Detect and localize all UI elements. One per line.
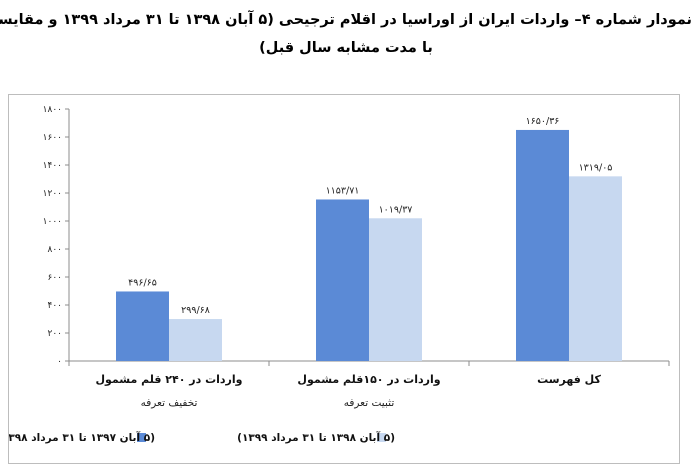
y-tick-label: ۱۶۰۰ <box>43 133 62 143</box>
category-label: کل فهرست <box>537 373 601 386</box>
y-tick-label: ۴۰۰ <box>47 301 62 311</box>
y-tick-label: ۸۰۰ <box>47 245 62 255</box>
chart-title: نمودار شماره ۴– واردات ایران از اوراسیا … <box>0 6 692 62</box>
bar <box>169 319 222 361</box>
category-sublabel: تثبیت تعرفه <box>344 397 395 409</box>
data-label: ۱۱۵۳/۷۱ <box>326 185 360 196</box>
y-tick-label: ۱۲۰۰ <box>43 189 62 199</box>
bar <box>369 218 422 361</box>
bar <box>516 129 569 361</box>
y-tick-label: ۱۸۰۰ <box>43 105 62 115</box>
category-label: واردات در ۱۵۰قلم مشمول <box>297 373 440 386</box>
data-label: ۱۶۵۰/۳۶ <box>526 116 560 127</box>
title-line-2: با مدت مشابه سال قبل) <box>259 40 433 56</box>
title-line-1: نمودار شماره ۴– واردات ایران از اوراسیا … <box>0 12 692 28</box>
bar <box>116 291 169 361</box>
category-sublabel: تخفیف تعرفه <box>141 397 198 409</box>
data-label: ۱۰۱۹/۳۷ <box>379 204 413 215</box>
legend-label: (۵ آبان ۱۳۹۷ تا ۳۱ مرداد ۱۳۹۸) <box>9 431 155 444</box>
y-tick-label: ۱۴۰۰ <box>43 161 62 171</box>
legend-swatch <box>377 433 386 442</box>
y-tick-label: ۶۰۰ <box>47 273 62 283</box>
legend-swatch <box>137 433 146 442</box>
legend-label: (۵ آبان ۱۳۹۸ تا ۳۱ مرداد ۱۳۹۹) <box>237 431 395 444</box>
y-tick-label: ۰ <box>57 357 62 367</box>
bar <box>569 176 622 361</box>
chart-area: ۰ ۲۰۰ ۴۰۰ ۶۰۰ ۸۰۰ ۱۰۰۰ ۱۲۰۰ ۱۴۰۰ ۱۶۰۰ ۱۸۰۰ ۴۹۶/۶۵ ۲… <box>8 94 680 464</box>
data-label: ۲۹۹/۶۸ <box>181 305 210 316</box>
bar-chart: ۰ ۲۰۰ ۴۰۰ ۶۰۰ ۸۰۰ ۱۰۰۰ ۱۲۰۰ ۱۴۰۰ ۱۶۰۰ ۱۸۰۰ ۴۹۶/۶۵ ۲… <box>9 105 670 444</box>
bar <box>316 199 369 361</box>
category-label: واردات در ۲۴۰ قلم مشمول <box>95 373 242 386</box>
data-label: ۴۹۶/۶۵ <box>128 277 157 288</box>
y-tick-label: ۲۰۰ <box>47 329 62 339</box>
y-tick-label: ۱۰۰۰ <box>43 217 62 227</box>
data-label: ۱۳۱۹/۰۵ <box>579 162 613 173</box>
